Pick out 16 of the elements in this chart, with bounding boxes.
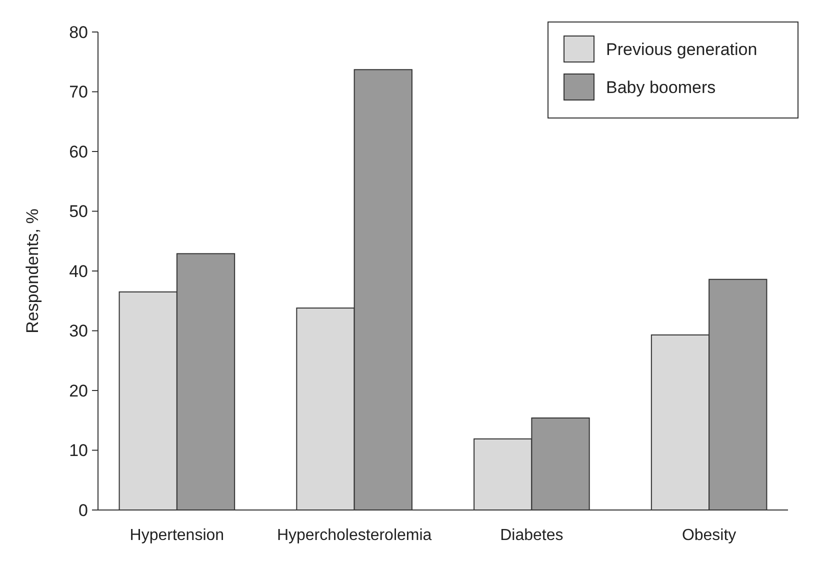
legend-label: Previous generation	[606, 40, 758, 59]
y-tick-label: 10	[69, 441, 88, 460]
x-tick-label: Hypertension	[130, 527, 224, 544]
y-tick-label: 70	[69, 82, 88, 102]
y-tick-label: 40	[69, 262, 88, 281]
legend-label: Baby boomers	[606, 78, 716, 97]
y-tick-label: 80	[69, 22, 88, 42]
y-axis-title: Respondents, %	[23, 208, 42, 334]
x-tick-label: Hypercholesterolemia	[276, 527, 432, 544]
x-tick-label: Diabetes	[500, 527, 564, 544]
y-tick-label: 20	[69, 381, 88, 400]
y-tick-label: 0	[78, 500, 88, 520]
y-tick-label: 30	[69, 322, 88, 341]
y-tick-label: 60	[69, 142, 88, 162]
y-tick-label: 50	[69, 202, 88, 222]
x-tick-label: Obesity	[682, 527, 736, 544]
